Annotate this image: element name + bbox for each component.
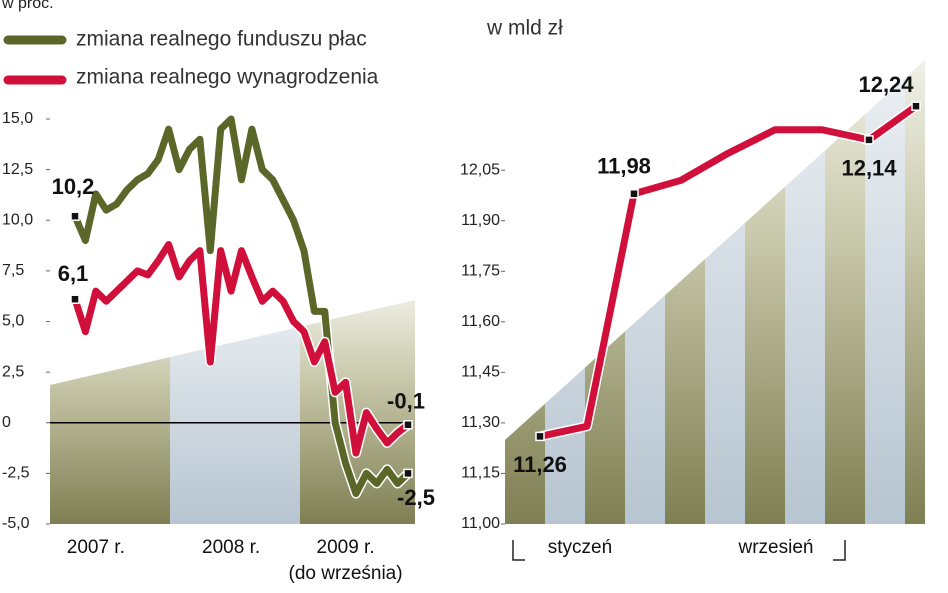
chart-title: w mld zł <box>486 17 563 40</box>
bracket <box>833 540 846 561</box>
y-tick-label: 12,5 <box>2 161 33 178</box>
y-tick-label: 11,30 <box>461 414 500 431</box>
series-line <box>536 102 920 440</box>
y-tick-label: 11,60 <box>461 313 500 330</box>
data-label: 11,26 <box>513 452 567 477</box>
data-label: 12,14 <box>841 156 897 181</box>
stripe <box>625 60 665 524</box>
data-label: 12,24 <box>858 72 914 97</box>
y-tick-label: 2,5 <box>2 363 24 380</box>
chart-title: w proc. <box>1 0 54 12</box>
bracket <box>512 540 525 561</box>
y-tick-label: 11,45 <box>461 364 500 381</box>
data-label: 6,1 <box>58 261 89 286</box>
stripe <box>705 60 745 524</box>
data-marker <box>535 431 545 442</box>
stripe <box>785 60 825 524</box>
y-tick-label: 5,0 <box>2 313 24 330</box>
data-marker <box>911 101 921 111</box>
stripe <box>825 60 865 524</box>
data-marker <box>864 135 874 145</box>
y-tick-label: 10,0 <box>2 211 33 228</box>
data-marker <box>629 189 639 199</box>
series-line <box>71 241 412 457</box>
y-tick-label: 0 <box>2 414 11 431</box>
x-tick-label: styczeń <box>548 537 612 558</box>
legend-label: zmiana realnego wynagrodzenia <box>76 66 379 89</box>
data-marker <box>70 294 80 304</box>
stripe <box>905 60 925 524</box>
y-tick-label: 11,75 <box>461 263 500 280</box>
data-label: 11,98 <box>597 154 651 179</box>
data-marker <box>403 468 413 479</box>
y-tick-label: 11,00 <box>461 515 500 532</box>
y-tick-label: 15,0 <box>2 110 33 127</box>
y-tick-label: 7,5 <box>2 262 24 279</box>
y-tick-label: -5,0 <box>2 515 30 532</box>
y-tick-label: 11,90 <box>461 212 500 229</box>
x-tick-label: 2008 r. <box>202 537 260 558</box>
right-background <box>505 60 925 524</box>
data-marker <box>70 211 80 221</box>
data-marker <box>403 420 413 430</box>
stripe <box>665 60 705 524</box>
y-tick-label: 11,15 <box>461 465 500 482</box>
y-tick-label: -2,5 <box>2 465 30 482</box>
x-tick-label: 2009 r. <box>317 537 375 558</box>
series-line <box>71 115 412 498</box>
x-note: (do września) <box>289 563 403 584</box>
x-tick-label: wrzesień <box>738 537 814 558</box>
data-label: -2,5 <box>397 485 435 510</box>
data-label: -0,1 <box>387 389 425 414</box>
data-label: 10,2 <box>52 174 95 199</box>
y-tick-label: 12,05 <box>460 161 500 178</box>
stripe <box>745 60 785 524</box>
x-tick-label: 2007 r. <box>67 537 125 558</box>
legend-label: zmiana realnego funduszu płac <box>76 28 367 51</box>
